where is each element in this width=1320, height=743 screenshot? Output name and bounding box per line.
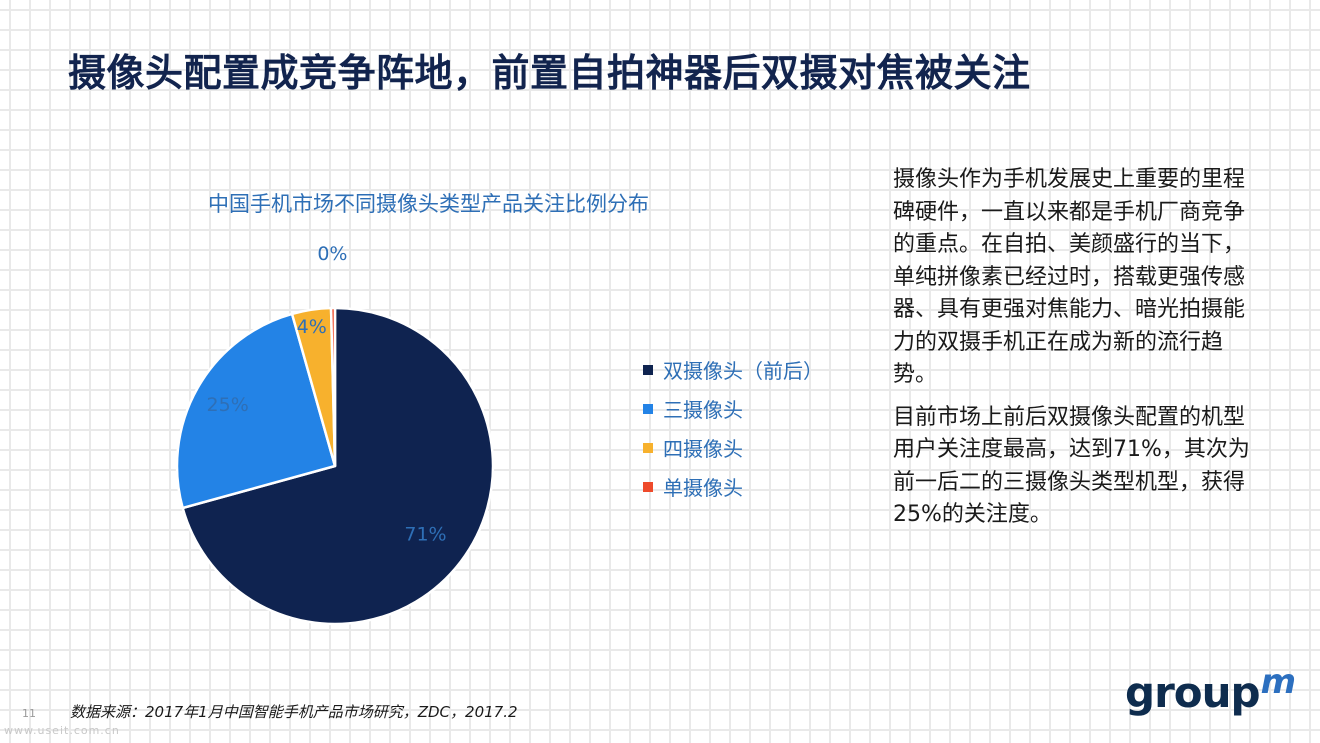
logo-text: group — [1125, 668, 1261, 717]
slide-title: 摄像头配置成竞争阵地，前置自拍神器后双摄对焦被关注 — [68, 51, 1031, 95]
legend-item-quad-camera: 四摄像头 — [643, 428, 823, 467]
pie-label-dual-camera: 71% — [404, 523, 446, 545]
pie-slice-single-camera — [329, 306, 337, 468]
legend-swatch — [643, 364, 653, 375]
groupm-logo: groupm — [1125, 662, 1296, 717]
pie-slices — [175, 306, 495, 626]
data-source-note: 数据来源：2017年1月中国智能手机产品市场研究，ZDC，2017.2 — [70, 703, 518, 721]
legend-item-single-camera: 单摄像头 — [643, 467, 823, 506]
description-text: 摄像头作为手机发展史上重要的里程碑硬件，一直以来都是手机厂商竞争的重点。在自拍、… — [893, 164, 1265, 542]
legend-label: 双摄像头（前后） — [663, 359, 823, 383]
logo-mark: m — [1260, 662, 1296, 702]
legend-label: 单摄像头 — [663, 476, 743, 500]
legend-label: 三摄像头 — [663, 398, 743, 422]
pie-labels: 71% 25% 4% 0% — [207, 243, 447, 545]
pie-label-quad-camera: 4% — [297, 316, 327, 338]
legend-swatch — [643, 442, 653, 453]
description-paragraph: 目前市场上前后双摄像头配置的机型用户关注度最高，达到71%，其次为前一后二的三摄… — [893, 404, 1250, 528]
watermark: www.useit.com.cn — [4, 724, 120, 737]
page-number: 11 — [22, 707, 36, 720]
legend-label: 四摄像头 — [663, 437, 743, 461]
pie-slice-dual-camera — [181, 306, 495, 626]
pie-label-triple-camera: 25% — [207, 394, 249, 416]
pie-slice-triple-camera — [175, 312, 337, 510]
legend-swatch — [643, 403, 653, 414]
legend-swatch — [643, 481, 653, 492]
legend-item-dual-camera: 双摄像头（前后） — [643, 350, 823, 389]
legend-item-triple-camera: 三摄像头 — [643, 389, 823, 428]
chart-legend: 双摄像头（前后） 三摄像头 四摄像头 单摄像头 — [643, 350, 823, 506]
pie-chart: 71% 25% 4% 0% — [175, 243, 495, 626]
chart-title: 中国手机市场不同摄像头类型产品关注比例分布 — [208, 192, 649, 216]
description-paragraph: 摄像头作为手机发展史上重要的里程碑硬件，一直以来都是手机厂商竞争的重点。在自拍、… — [893, 167, 1246, 387]
pie-label-single-camera: 0% — [317, 243, 347, 265]
